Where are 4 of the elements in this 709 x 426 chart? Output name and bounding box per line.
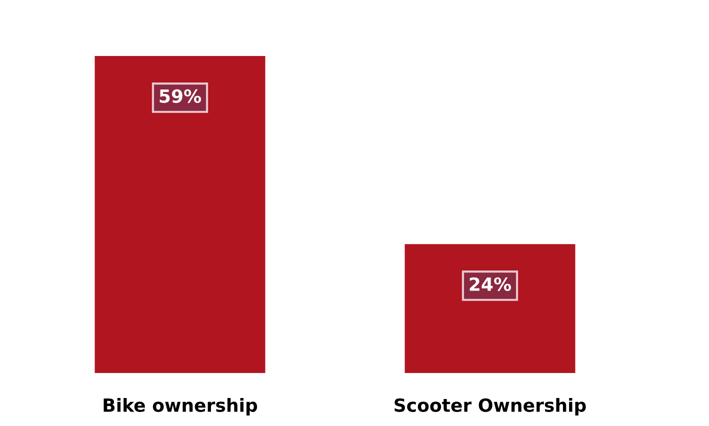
data-label: 24% bbox=[470, 277, 512, 291]
x-tick-label: Scooter Ownership bbox=[394, 398, 586, 416]
data-label: 59% bbox=[160, 89, 202, 103]
x-tick-label: Bike ownership bbox=[104, 398, 258, 416]
